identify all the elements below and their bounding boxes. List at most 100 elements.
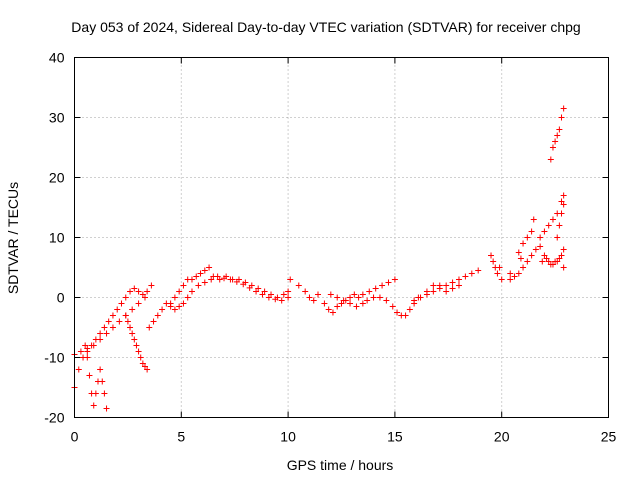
data-point xyxy=(255,285,262,292)
data-point xyxy=(180,300,187,307)
data-point xyxy=(171,294,178,301)
data-point xyxy=(520,240,527,247)
data-point xyxy=(443,288,450,295)
data-point xyxy=(329,309,336,316)
data-point xyxy=(144,366,151,373)
data-point xyxy=(127,288,134,295)
data-point xyxy=(99,378,106,385)
data-point xyxy=(201,279,208,286)
series-track-q xyxy=(539,255,567,271)
y-tick-label: -10 xyxy=(44,350,64,366)
data-point xyxy=(552,258,559,265)
data-point xyxy=(116,318,123,325)
data-point xyxy=(148,282,155,289)
chart-title: Day 053 of 2024, Sidereal Day-to-day VTE… xyxy=(71,19,580,35)
data-point xyxy=(353,303,360,310)
data-point xyxy=(560,264,567,271)
data-point xyxy=(556,222,563,229)
data-point xyxy=(124,318,131,325)
data-point xyxy=(101,390,108,397)
data-point xyxy=(176,303,183,310)
data-point xyxy=(372,285,379,292)
series-track-o xyxy=(515,216,537,256)
y-axis: -20 -10 0 10 20 30 40 xyxy=(44,50,609,426)
data-point xyxy=(159,306,166,313)
data-point xyxy=(385,279,392,286)
data-point xyxy=(556,126,563,133)
data-point xyxy=(539,258,546,265)
data-point xyxy=(541,228,548,235)
series-track-l xyxy=(423,282,462,298)
series-track-k xyxy=(411,267,482,304)
data-point xyxy=(498,276,505,283)
data-point xyxy=(507,270,514,277)
data-point xyxy=(77,348,84,355)
data-point xyxy=(370,294,377,301)
data-point xyxy=(171,306,178,313)
grid xyxy=(74,57,609,418)
data-point xyxy=(229,276,236,283)
y-tick-label: 30 xyxy=(49,110,65,126)
data-point xyxy=(176,288,183,295)
data-point xyxy=(558,114,565,121)
data-point xyxy=(315,291,322,298)
data-point xyxy=(430,288,437,295)
series-track-s xyxy=(554,201,567,241)
data-point xyxy=(554,132,561,139)
data-point xyxy=(334,294,341,301)
series-track-n xyxy=(507,243,567,283)
data-point xyxy=(84,354,91,361)
data-point xyxy=(475,267,482,274)
data-point xyxy=(90,402,97,409)
series-track-m xyxy=(488,252,524,283)
data-point xyxy=(560,192,567,199)
data-point xyxy=(278,297,285,304)
data-point xyxy=(206,264,213,271)
data-point xyxy=(127,324,134,331)
data-point xyxy=(528,252,535,259)
data-point xyxy=(86,372,93,379)
data-point xyxy=(306,294,313,301)
data-point xyxy=(154,312,161,319)
data-point xyxy=(552,138,559,145)
data-point xyxy=(334,303,341,310)
data-point xyxy=(109,324,116,331)
data-point xyxy=(285,288,292,295)
data-point xyxy=(549,144,556,151)
data-point xyxy=(97,366,104,373)
data-point xyxy=(417,294,424,301)
data-point xyxy=(537,243,544,250)
data-point xyxy=(193,273,200,280)
x-axis-label: GPS time / hours xyxy=(287,457,394,473)
data-point xyxy=(201,267,208,274)
y-axis-label: SDTVAR / TECUs xyxy=(5,182,21,294)
x-axis: 0 5 10 15 20 25 xyxy=(71,57,616,445)
data-point xyxy=(545,222,552,229)
data-point xyxy=(532,246,539,253)
data-point xyxy=(528,228,535,235)
data-point xyxy=(133,342,140,349)
data-point xyxy=(84,348,91,355)
data-point xyxy=(122,294,129,301)
data-point xyxy=(216,276,223,283)
data-point xyxy=(135,300,142,307)
data-point xyxy=(366,288,373,295)
data-point xyxy=(103,330,110,337)
data-point xyxy=(347,294,354,301)
data-point xyxy=(129,330,136,337)
data-point xyxy=(150,318,157,325)
data-point xyxy=(103,405,110,412)
data-point xyxy=(554,234,561,241)
data-point xyxy=(188,276,195,283)
data-point xyxy=(268,291,275,298)
data-point xyxy=(468,270,475,277)
data-point xyxy=(359,291,366,298)
data-point xyxy=(180,282,187,289)
series-track-p xyxy=(537,192,567,241)
data-point xyxy=(75,366,82,373)
data-point xyxy=(507,276,514,283)
data-point xyxy=(92,390,99,397)
data-point xyxy=(530,216,537,223)
data-point xyxy=(379,282,386,289)
data-point xyxy=(92,336,99,343)
